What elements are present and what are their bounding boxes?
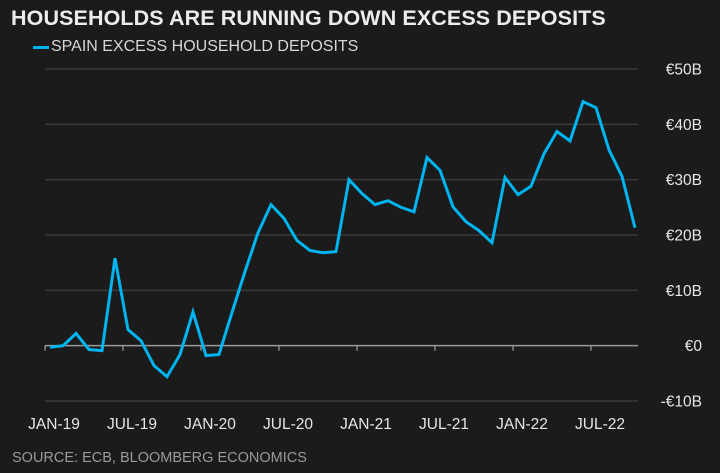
x-tick-label: JAN-21 — [340, 416, 392, 433]
x-tick-label: JUL-22 — [575, 416, 625, 433]
x-tick-label: JUL-19 — [107, 416, 157, 433]
gridlines — [45, 68, 638, 402]
y-tick-label: €10B — [666, 283, 702, 300]
series-layer — [49, 99, 637, 380]
x-tick-label: JUL-21 — [419, 416, 469, 433]
legend: SPAIN EXCESS HOUSEHOLD DEPOSITS — [33, 38, 358, 56]
y-tick-label: -€10B — [661, 394, 702, 411]
x-axis — [44, 344, 638, 351]
y-tick-label: €40B — [666, 117, 702, 134]
legend-swatch-spain — [33, 45, 49, 49]
x-tick-label: JAN-22 — [496, 416, 548, 433]
chart-title: HOUSEHOLDS ARE RUNNING DOWN EXCESS DEPOS… — [11, 6, 606, 30]
y-tick-label: €0 — [685, 338, 703, 355]
legend-label-spain: SPAIN EXCESS HOUSEHOLD DEPOSITS — [51, 38, 359, 55]
y-tick-label: €50B — [666, 62, 702, 79]
source-note: SOURCE: ECB, BLOOMBERG ECONOMICS — [12, 450, 307, 466]
x-axis-labels: JAN-19 JUL-19 JAN-20 JUL-20 JAN-21 JUL-21 JAN-… — [28, 416, 625, 433]
x-tick-label: JAN-20 — [184, 416, 236, 433]
y-tick-label: €20B — [666, 228, 702, 245]
x-tick-label: JUL-20 — [263, 416, 313, 433]
y-tick-label: €30B — [666, 172, 702, 189]
y-axis-labels: €50B €40B €30B €20B €10B €0 -€10B — [661, 62, 703, 411]
x-tick-label: JAN-19 — [28, 416, 80, 433]
series-line-spain-excess-deposits — [49, 99, 637, 380]
